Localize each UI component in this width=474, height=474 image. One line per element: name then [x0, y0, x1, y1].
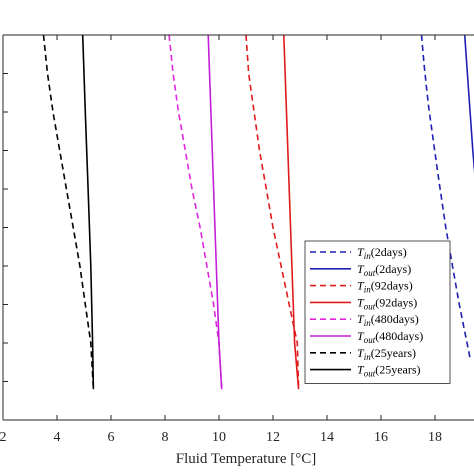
x-tick-label: 14: [320, 430, 334, 445]
tick-label-layer: 2 4 6 8 10 12 14 16 18: [0, 430, 442, 445]
series-line-0: [420, 35, 471, 359]
x-axis-label: Fluid Temperature [°C]: [176, 451, 316, 467]
x-tick-label: 16: [374, 430, 388, 445]
legend-box: [304, 240, 451, 384]
legend-entry-0: Tin(2days): [357, 245, 407, 261]
x-tick-label: 8: [162, 430, 169, 445]
x-tick-label: 12: [266, 430, 280, 445]
x-tick-label: 2: [0, 430, 7, 445]
axes-layer: [2, 34, 474, 421]
series-line-5: [207, 35, 223, 390]
legend-entry-7: Tout(25years): [357, 363, 421, 379]
legend-entry-4: Tin(480days): [357, 312, 419, 328]
x-tick-label: 6: [108, 430, 115, 445]
series-line-1: [463, 35, 474, 174]
series-line-7: [81, 35, 95, 390]
series-layer: [42, 35, 474, 390]
legend: Tin(2days)Tout(2days)Tin(92days)Tout(92d…: [304, 240, 451, 384]
x-tick-label: 18: [428, 430, 442, 445]
series-line-6: [42, 35, 95, 390]
legend-entry-1: Tout(2days): [357, 262, 411, 278]
x-tick-label: 4: [54, 430, 61, 445]
legend-entry-5: Tout(480days): [357, 329, 423, 345]
legend-entry-2: Tin(92days): [357, 279, 413, 295]
x-tick-label: 10: [212, 430, 226, 445]
legend-entry-6: Tin(25years): [357, 346, 416, 362]
series-line-4: [168, 35, 223, 390]
series-line-3: [283, 35, 300, 390]
legend-entry-3: Tout(92days): [357, 295, 417, 311]
